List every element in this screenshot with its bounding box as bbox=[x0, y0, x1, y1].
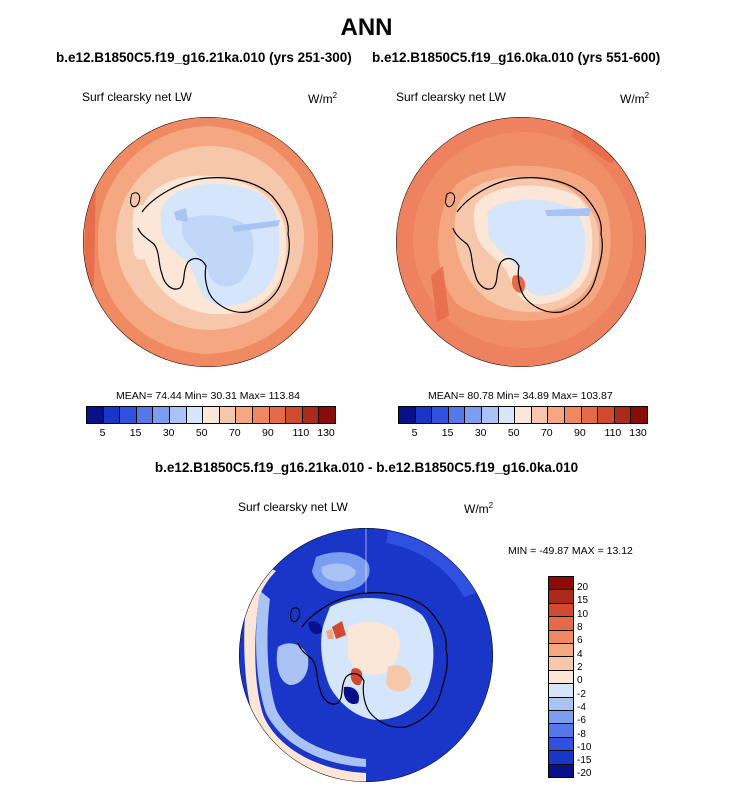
colorbar-box bbox=[549, 737, 573, 752]
tick-label: 50 bbox=[507, 427, 520, 439]
difference-polar-map bbox=[239, 528, 493, 782]
panel-2-variable-label: Surf clearsky net LW bbox=[396, 90, 506, 104]
panel-2-case-title: b.e12.B1850C5.f19_g16.0ka.010 (yrs 551-6… bbox=[372, 50, 661, 65]
panel-2-polar-map bbox=[396, 117, 646, 367]
tick-label: 130 bbox=[317, 427, 335, 439]
colorbar-box bbox=[286, 407, 303, 423]
difference-stats: MIN = -49.87 MAX = 13.12 bbox=[508, 545, 633, 557]
panel-1-stats: MEAN= 74.44 Min= 30.31 Max= 113.84 bbox=[116, 390, 300, 402]
colorbar-box bbox=[549, 603, 573, 618]
tick-label: 20 bbox=[577, 582, 589, 593]
colorbar-box bbox=[515, 407, 532, 423]
colorbar-box bbox=[269, 407, 287, 423]
colorbar-box bbox=[549, 711, 573, 725]
panel-2-stats: MEAN= 80.78 Min= 34.89 Max= 103.87 bbox=[428, 390, 613, 402]
panel-1-colorbar-ticks: 5 15 30 50 70 90 110 130 bbox=[86, 427, 335, 441]
colorbar-box bbox=[481, 407, 499, 423]
difference-title: b.e12.B1850C5.f19_g16.21ka.010 - b.e12.B… bbox=[154, 460, 579, 475]
colorbar-box bbox=[549, 657, 573, 671]
tick-label: 10 bbox=[577, 609, 589, 620]
colorbar-box bbox=[549, 670, 573, 685]
colorbar-box bbox=[498, 407, 516, 423]
colorbar-box bbox=[548, 407, 565, 423]
panel-2-colorbar bbox=[398, 406, 648, 424]
tick-label: -15 bbox=[577, 755, 592, 766]
colorbar-box bbox=[252, 407, 270, 423]
panel-1-case-title: b.e12.B1850C5.f19_g16.21ka.010 (yrs 251-… bbox=[56, 50, 352, 65]
colorbar-box bbox=[549, 617, 573, 631]
panel-1-polar-map bbox=[83, 117, 333, 367]
tick-label: 15 bbox=[577, 595, 589, 606]
tick-label: 15 bbox=[441, 427, 454, 439]
panel-2-colorbar-ticks: 5 15 30 50 70 90 110 130 bbox=[398, 427, 647, 441]
tick-label: 4 bbox=[577, 649, 583, 660]
tick-label: -2 bbox=[577, 689, 586, 700]
colorbar-box bbox=[120, 407, 137, 423]
colorbar-box bbox=[399, 407, 416, 423]
colorbar-box bbox=[549, 684, 573, 698]
tick-label: 90 bbox=[574, 427, 586, 439]
tick-label: -6 bbox=[577, 715, 586, 726]
colorbar-box bbox=[564, 407, 582, 423]
tick-label: -8 bbox=[577, 729, 586, 740]
colorbar-box bbox=[549, 751, 573, 765]
tick-label: 130 bbox=[629, 427, 647, 439]
colorbar-box bbox=[631, 407, 647, 423]
tick-label: 110 bbox=[292, 427, 310, 439]
colorbar-box bbox=[549, 697, 573, 712]
colorbar-box bbox=[203, 407, 220, 423]
tick-label: 8 bbox=[577, 622, 583, 633]
panel-2-units: W/m2 bbox=[620, 91, 650, 106]
colorbar-box bbox=[319, 407, 335, 423]
colorbar-box bbox=[169, 407, 187, 423]
colorbar-box bbox=[614, 407, 632, 423]
colorbar-box bbox=[136, 407, 154, 423]
tick-label: 15 bbox=[129, 427, 142, 439]
tick-label: 6 bbox=[577, 635, 583, 646]
colorbar-box bbox=[598, 407, 615, 423]
tick-label: 5 bbox=[411, 427, 418, 439]
difference-units: W/m2 bbox=[464, 501, 494, 516]
colorbar-box bbox=[87, 407, 104, 423]
colorbar-box bbox=[219, 407, 237, 423]
tick-label: 70 bbox=[228, 427, 241, 439]
colorbar-box bbox=[448, 407, 466, 423]
tick-label: 90 bbox=[262, 427, 274, 439]
colorbar-box bbox=[531, 407, 549, 423]
tick-label: -20 bbox=[577, 768, 592, 779]
colorbar-box bbox=[549, 590, 573, 604]
colorbar-box bbox=[465, 407, 482, 423]
tick-label: 5 bbox=[99, 427, 106, 439]
panel-1-colorbar bbox=[86, 406, 336, 424]
colorbar-box bbox=[549, 577, 573, 591]
tick-label: -10 bbox=[577, 742, 592, 753]
difference-colorbar-labels: 20 15 10 8 6 4 2 0 -2 -4 -6 -8 -10 -15 -… bbox=[577, 576, 617, 779]
difference-variable-label: Surf clearsky net LW bbox=[238, 500, 348, 514]
panel-1-variable-label: Surf clearsky net LW bbox=[82, 90, 192, 104]
tick-label: 110 bbox=[604, 427, 622, 439]
colorbar-box bbox=[415, 407, 433, 423]
tick-label: -4 bbox=[577, 702, 586, 713]
colorbar-box bbox=[432, 407, 449, 423]
colorbar-box bbox=[153, 407, 170, 423]
tick-label: 0 bbox=[577, 675, 583, 686]
tick-label: 30 bbox=[474, 427, 487, 439]
tick-label: 30 bbox=[162, 427, 175, 439]
colorbar-box bbox=[549, 630, 573, 645]
difference-colorbar bbox=[548, 576, 574, 778]
tick-label: 70 bbox=[540, 427, 553, 439]
tick-label: 50 bbox=[195, 427, 208, 439]
colorbar-box bbox=[186, 407, 204, 423]
colorbar-box bbox=[549, 764, 573, 778]
colorbar-box bbox=[302, 407, 320, 423]
panel-1-units: W/m2 bbox=[308, 91, 338, 106]
colorbar-box bbox=[236, 407, 253, 423]
tick-label: 2 bbox=[577, 662, 583, 673]
colorbar-box bbox=[103, 407, 121, 423]
colorbar-box bbox=[549, 644, 573, 658]
colorbar-box bbox=[549, 724, 573, 738]
colorbar-box bbox=[581, 407, 599, 423]
page-title: ANN bbox=[340, 14, 393, 41]
